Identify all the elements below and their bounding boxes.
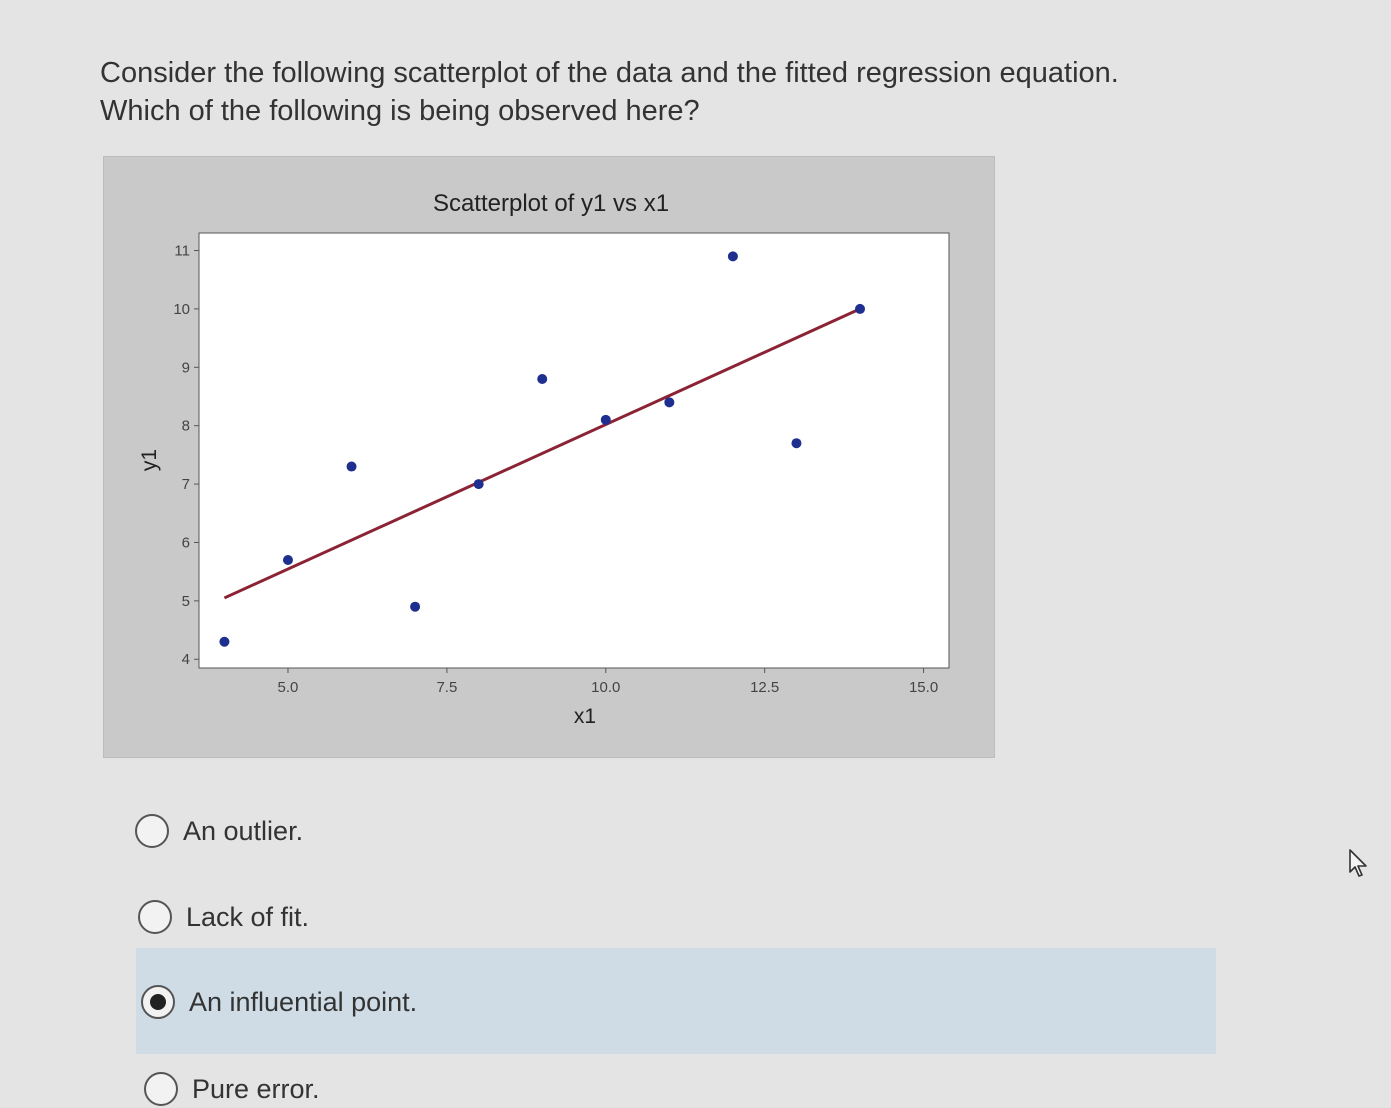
y-tick-label: 9 bbox=[182, 359, 190, 376]
y-tick-label: 6 bbox=[182, 534, 190, 551]
scatterplot-figure: Scatterplot of y1 vs x1 4 5 6 7 8 9 10 11 5.0 7.… bbox=[103, 156, 995, 758]
regression-line bbox=[223, 307, 861, 600]
y-tick-label: 5 bbox=[182, 593, 190, 610]
x-tick-label: 10.0 bbox=[591, 679, 620, 696]
plot-area bbox=[198, 232, 950, 669]
question-text: Consider the following scatterplot of th… bbox=[100, 54, 1250, 130]
option-label: Lack of fit. bbox=[186, 901, 310, 932]
radio-button-icon[interactable] bbox=[144, 1072, 178, 1106]
data-point bbox=[219, 636, 230, 647]
data-point bbox=[282, 554, 293, 565]
y-axis-label: y1 bbox=[138, 449, 161, 471]
option-an-influential-point[interactable]: An influential point. bbox=[141, 985, 417, 1019]
x-axis: 5.0 7.5 10.0 12.5 15.0 bbox=[278, 668, 938, 696]
data-point bbox=[600, 414, 611, 425]
option-label: Pure error. bbox=[192, 1073, 320, 1104]
question-line-1: Consider the following scatterplot of th… bbox=[100, 57, 1119, 89]
y-tick-label: 10 bbox=[173, 301, 190, 318]
chart-title: Scatterplot of y1 vs x1 bbox=[433, 190, 669, 217]
data-point bbox=[791, 438, 802, 449]
selected-option-highlight bbox=[136, 948, 1216, 1054]
option-label: An outlier. bbox=[183, 815, 304, 846]
option-an-outlier[interactable]: An outlier. bbox=[135, 814, 303, 848]
scatterplot-svg: Scatterplot of y1 vs x1 4 5 6 7 8 9 10 11 5.0 7.… bbox=[138, 190, 950, 728]
radio-button-icon[interactable] bbox=[138, 900, 172, 934]
data-point bbox=[473, 479, 484, 490]
data-point bbox=[346, 461, 357, 472]
x-axis-label: x1 bbox=[574, 705, 596, 728]
option-label: An influential point. bbox=[189, 986, 418, 1017]
x-tick-label: 7.5 bbox=[436, 679, 457, 696]
y-tick-label: 11 bbox=[174, 243, 190, 260]
y-tick-label: 8 bbox=[182, 418, 190, 435]
data-point bbox=[664, 397, 675, 408]
data-point bbox=[727, 251, 738, 262]
question-line-2: Which of the following is being observed… bbox=[100, 95, 700, 127]
x-tick-label: 5.0 bbox=[278, 679, 299, 696]
x-tick-label: 15.0 bbox=[909, 679, 938, 696]
data-point bbox=[855, 303, 866, 314]
x-tick-label: 12.5 bbox=[750, 679, 779, 696]
y-axis: 4 5 6 7 8 9 10 11 bbox=[173, 243, 199, 668]
y-tick-label: 7 bbox=[182, 476, 190, 493]
data-points bbox=[219, 251, 866, 647]
option-lack-of-fit[interactable]: Lack of fit. bbox=[138, 900, 309, 934]
radio-button-selected-icon[interactable] bbox=[141, 985, 175, 1019]
data-point bbox=[410, 601, 421, 612]
y-tick-label: 4 bbox=[182, 651, 190, 668]
option-pure-error[interactable]: Pure error. bbox=[144, 1072, 320, 1106]
mouse-pointer-icon bbox=[1349, 849, 1367, 877]
data-point bbox=[537, 373, 548, 384]
radio-button-icon[interactable] bbox=[135, 814, 169, 848]
